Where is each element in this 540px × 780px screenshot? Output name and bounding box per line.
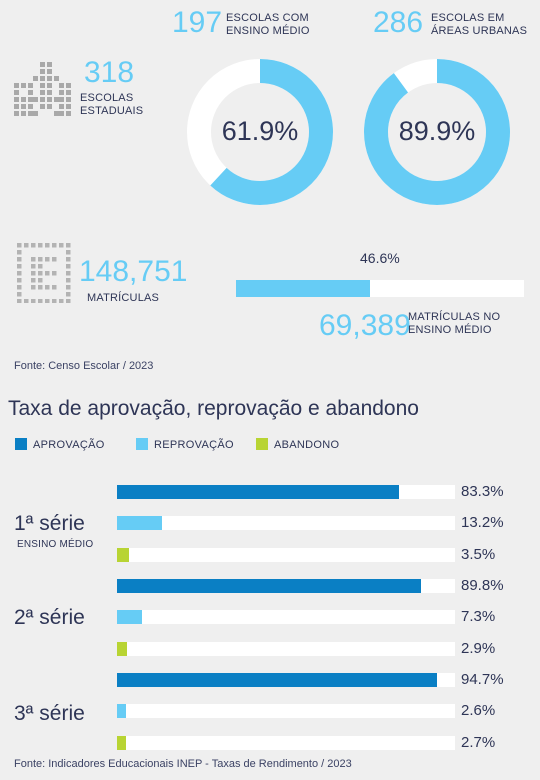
bar-track	[117, 516, 455, 530]
legend-swatch-reprovacao	[136, 438, 148, 450]
ensino-medio-value: 197	[172, 6, 223, 39]
bar-track	[117, 610, 455, 624]
group-label: 1ª série	[14, 512, 85, 535]
matriculas-em-bar-track	[236, 280, 524, 297]
bar-reprovacao	[117, 704, 126, 718]
ensino-medio-label-line2: ENSINO MÉDIO	[226, 25, 310, 37]
matriculas-em-value: 69,389	[319, 309, 411, 342]
matriculas-em-label: MATRÍCULAS NO ENSINO MÉDIO	[408, 311, 500, 337]
bar-value-label: 7.3%	[461, 608, 496, 625]
bar-value-label: 94.7%	[461, 671, 504, 688]
bar-value-label: 2.7%	[461, 734, 496, 751]
matriculas-em-label-line1: MATRÍCULAS NO	[408, 311, 501, 323]
escolas-estaduais-label-line2: ESTADUAIS	[80, 105, 144, 117]
chart-title: Taxa de aprovação, reprovação e abandono	[8, 397, 419, 420]
bar-abandono	[117, 736, 127, 750]
legend-swatch-aprovacao	[15, 438, 27, 450]
matriculas-em-label-line2: ENSINO MÉDIO	[408, 324, 492, 336]
bar-abandono	[117, 548, 129, 562]
matriculas-value: 148,751	[79, 255, 188, 288]
bar-track	[117, 485, 455, 499]
matriculas-em-percent: 46.6%	[360, 250, 400, 266]
bar-track	[117, 548, 455, 562]
bar-track	[117, 673, 455, 687]
bar-track	[117, 736, 455, 750]
areas-urbanas-label: ESCOLAS EM ÁREAS URBANAS	[431, 12, 527, 38]
bar-track	[117, 704, 455, 718]
escolas-estaduais-label-line1: ESCOLAS	[80, 92, 134, 104]
chart-legend: APROVAÇÃO REPROVAÇÃO ABANDONO	[15, 438, 435, 452]
bar-reprovacao	[117, 610, 142, 624]
matriculas-em-bar-fill	[236, 280, 371, 297]
censo-source: Fonte: Censo Escolar / 2023	[14, 360, 154, 372]
areas-urbanas-label-line1: ESCOLAS EM	[431, 12, 505, 24]
bar-reprovacao	[117, 516, 162, 530]
matriculas-label: MATRÍCULAS	[87, 292, 160, 304]
ensino-medio-donut	[187, 59, 333, 205]
bar-abandono	[117, 642, 127, 656]
legend-label-reprovacao: REPROVAÇÃO	[154, 439, 234, 451]
inep-source: Fonte: Indicadores Educacionais INEP - T…	[14, 758, 352, 770]
bar-track	[117, 642, 455, 656]
areas-urbanas-donut-fill	[364, 59, 510, 205]
legend-swatch-abandono	[256, 438, 268, 450]
areas-urbanas-label-line2: ÁREAS URBANAS	[431, 25, 528, 37]
bar-value-label: 2.6%	[461, 702, 496, 719]
group-sublabel: ENSINO MÉDIO	[17, 539, 94, 550]
group-label: 3ª série	[14, 702, 85, 725]
areas-urbanas-value: 286	[373, 6, 424, 39]
school-building-icon	[14, 62, 71, 116]
group-label: 2ª série	[14, 606, 85, 629]
bar-value-label: 2.9%	[461, 640, 496, 657]
bar-track	[117, 579, 455, 593]
ensino-medio-donut-fill	[187, 59, 333, 205]
escolas-estaduais-value: 318	[84, 56, 135, 89]
students-grid-icon	[17, 243, 71, 303]
ensino-medio-label: ESCOLAS COM ENSINO MÉDIO	[226, 12, 310, 38]
escolas-estaduais-label: ESCOLAS ESTADUAIS	[80, 92, 143, 118]
legend-label-aprovacao: APROVAÇÃO	[33, 439, 105, 451]
bar-value-label: 89.8%	[461, 577, 504, 594]
legend-label-abandono: ABANDONO	[274, 439, 340, 451]
bar-aprovacao	[117, 485, 399, 499]
areas-urbanas-percent: 89.9%	[398, 116, 476, 146]
ensino-medio-label-line1: ESCOLAS COM	[226, 12, 309, 24]
ensino-medio-percent: 61.9%	[221, 116, 299, 146]
bar-value-label: 3.5%	[461, 546, 496, 563]
bar-aprovacao	[117, 673, 438, 687]
bar-value-label: 83.3%	[461, 483, 504, 500]
areas-urbanas-donut	[364, 59, 510, 205]
bar-aprovacao	[117, 579, 421, 593]
bar-value-label: 13.2%	[461, 514, 504, 531]
